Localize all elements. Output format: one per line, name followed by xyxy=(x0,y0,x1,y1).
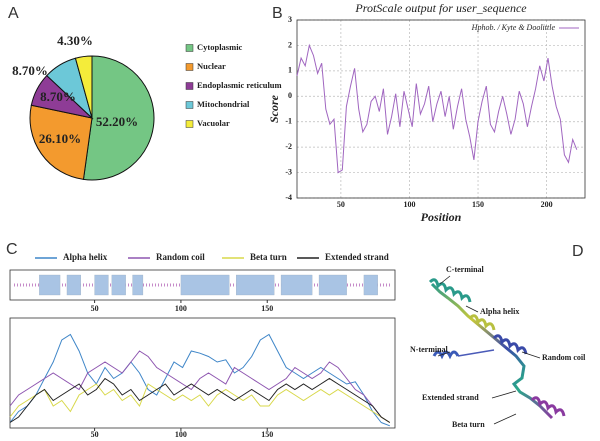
structure-label: Extended strand xyxy=(422,393,479,402)
legend-label: Nuclear xyxy=(197,61,226,71)
series-line xyxy=(296,43,578,174)
y-tick-label: -3 xyxy=(285,167,292,176)
helix-segment xyxy=(363,274,378,296)
x-tick-label: 100 xyxy=(175,304,187,313)
series-line xyxy=(9,377,391,423)
structure-illustration xyxy=(428,275,566,425)
x-tick-label: 150 xyxy=(261,430,273,439)
legend-label: Hphob. / Kyte & Doolittle xyxy=(471,23,556,32)
y-tick-label: -1 xyxy=(285,117,292,126)
structure-label: Random coil xyxy=(542,353,586,362)
pie-slice xyxy=(74,55,93,119)
structure-label: Beta turn xyxy=(452,420,485,429)
y-axis-label: Score xyxy=(267,94,281,123)
x-tick-label: 200 xyxy=(541,200,553,209)
plot-frame xyxy=(9,317,396,429)
panel-letter: D xyxy=(572,243,584,260)
x-tick-label: 150 xyxy=(472,200,484,209)
legend-label: Extended strand xyxy=(325,252,389,262)
x-tick-label: 50 xyxy=(91,430,99,439)
y-tick-label: -2 xyxy=(285,142,292,151)
panel-letter: B xyxy=(272,5,283,22)
y-tick-label: 2 xyxy=(288,40,292,49)
x-tick-label: 50 xyxy=(337,200,345,209)
legend-label: Alpha helix xyxy=(63,252,108,262)
structure-label: Alpha helix xyxy=(480,307,519,316)
data-label: 8.70% xyxy=(40,89,76,104)
pie-slice xyxy=(82,55,155,181)
legend-label: Cytoplasmic xyxy=(197,42,243,52)
helix-segment xyxy=(39,274,61,296)
series-line xyxy=(9,350,391,423)
helix-segment xyxy=(94,274,109,296)
panel-letter: A xyxy=(8,5,19,22)
x-tick-label: 50 xyxy=(91,304,99,313)
legend-label: Endoplasmic reticulum xyxy=(197,80,282,90)
pie-slice xyxy=(29,104,93,180)
legend-swatch xyxy=(185,44,194,52)
series-line xyxy=(9,383,391,423)
legend-label: Vacuolar xyxy=(197,118,230,128)
x-tick-label: 100 xyxy=(403,200,415,209)
legend-label: Random coil xyxy=(156,252,205,262)
helix-segment xyxy=(180,274,230,296)
x-axis-label: Position xyxy=(421,210,462,224)
plot-frame xyxy=(9,269,396,301)
helix-segment xyxy=(236,274,275,296)
helix-segment xyxy=(318,274,347,296)
series-line xyxy=(9,333,390,427)
helix-segment xyxy=(280,274,313,296)
y-tick-label: 1 xyxy=(288,66,292,75)
legend-label: Mitochondrial xyxy=(197,99,250,109)
legend-label: Beta turn xyxy=(250,252,287,262)
legend-swatch xyxy=(185,63,194,71)
chart-title: ProtScale output for user_sequence xyxy=(354,1,527,15)
structure-label: C-terminal xyxy=(446,265,485,274)
structure-label: N-terminal xyxy=(410,345,449,354)
panel-letter: C xyxy=(6,241,18,258)
helix-segment xyxy=(132,274,144,296)
legend-swatch xyxy=(185,120,194,128)
legend-swatch xyxy=(185,101,194,109)
x-tick-label: 100 xyxy=(175,430,187,439)
data-label: 8.70% xyxy=(12,63,48,78)
helix-segment xyxy=(66,274,81,296)
x-tick-label: 150 xyxy=(261,304,273,313)
plot-frame xyxy=(296,19,586,199)
helix-segment xyxy=(111,274,126,296)
legend-swatch xyxy=(185,82,194,90)
y-tick-label: 0 xyxy=(288,91,292,100)
y-tick-label: 3 xyxy=(288,15,292,24)
data-label: 4.30% xyxy=(57,33,93,48)
data-label: 52.20% xyxy=(96,114,138,129)
y-tick-label: -4 xyxy=(285,193,292,202)
data-label: 26.10% xyxy=(39,131,81,146)
